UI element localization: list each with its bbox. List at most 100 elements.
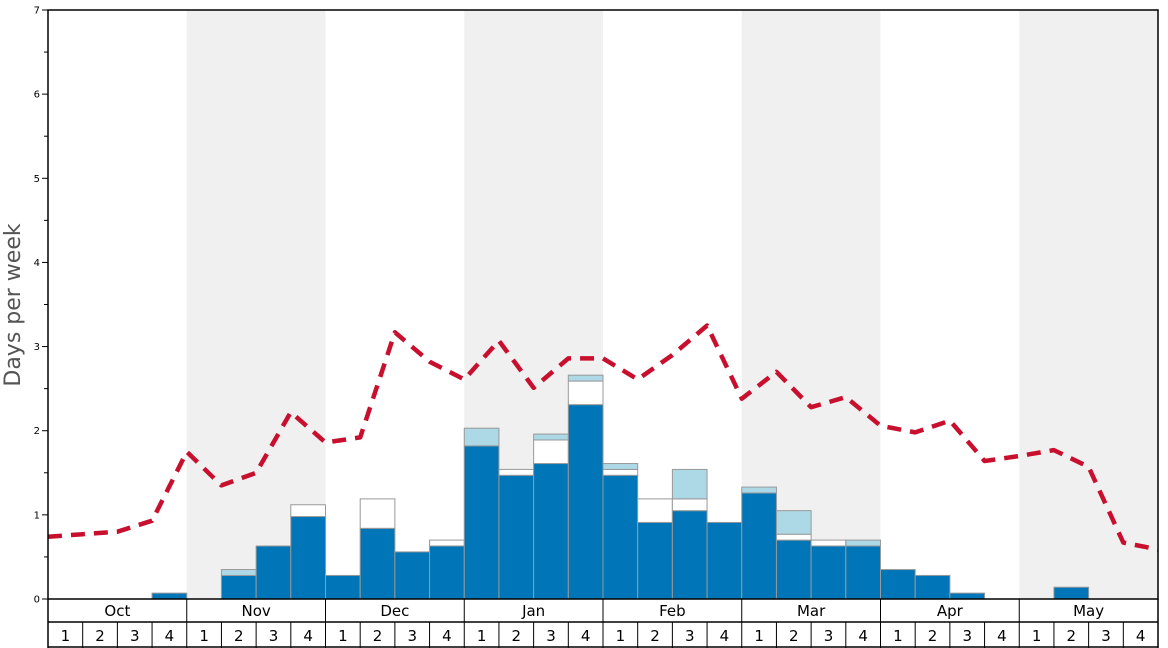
week-label: 1: [893, 627, 903, 645]
bar-week-22-series-2: [775, 533, 812, 541]
week-label: 1: [616, 627, 626, 645]
bar-week-19-series-1: [671, 510, 708, 600]
bar-week-12-series-1: [429, 545, 465, 600]
week-label: 4: [997, 627, 1007, 645]
bar-week-26-series-1: [914, 574, 951, 600]
week-label: 1: [338, 627, 348, 645]
month-label-jan: Jan: [521, 602, 545, 620]
week-label: 3: [407, 627, 417, 645]
y-tick-label: 6: [34, 90, 40, 101]
week-label: 3: [1101, 627, 1111, 645]
week-label: 2: [234, 627, 244, 645]
x-axis: Oct 1 2 3 4 Nov 1 2 3 4 Dec 1 2 3 4 Jan 1 2 3 4 Feb 1 2 3 4 Mar 1 2…: [47, 599, 1159, 648]
bar-week-23-series-2: [810, 539, 847, 547]
bar-week-15-series-3: [533, 433, 569, 441]
bar-week-13-series-1: [463, 445, 500, 600]
bar-week-16-series-2: [567, 380, 604, 406]
week-label: 1: [477, 627, 487, 645]
bar-week-6-series-1: [220, 574, 257, 600]
week-label: 2: [95, 627, 105, 645]
week-label: 1: [199, 627, 209, 645]
week-label: 3: [269, 627, 279, 645]
bar-week-17-series-2: [602, 468, 639, 476]
week-label: 2: [373, 627, 383, 645]
month-shade-nov: [186, 10, 326, 599]
bar-week-22-series-1: [775, 539, 812, 600]
bar-week-19-series-3: [671, 468, 708, 500]
bar-week-19-series-2: [671, 498, 708, 512]
bar-week-24-series-1: [845, 545, 881, 600]
month-shading: [186, 10, 1158, 599]
bar-week-17-series-3: [602, 463, 639, 470]
week-label: 3: [962, 627, 972, 645]
bar-week-14-series-2: [498, 468, 535, 476]
week-label: 4: [1136, 627, 1146, 645]
bar-week-4-series-1: [151, 592, 188, 600]
y-axis-title: Days per week: [1, 223, 26, 386]
bar-week-8-series-2: [290, 504, 326, 518]
bar-week-17-series-1: [602, 474, 639, 600]
y-tick-label: 1: [34, 510, 40, 521]
y-axis: 0 1 2 3 4 5 6 7: [34, 6, 48, 606]
bar-week-15-series-2: [533, 439, 569, 465]
week-label: 4: [165, 627, 175, 645]
bar-week-13-series-3: [463, 427, 500, 447]
bar-week-9-series-1: [325, 574, 361, 600]
bar-week-10-series-2: [359, 498, 396, 529]
week-label: 2: [1067, 627, 1077, 645]
month-label-feb: Feb: [659, 602, 686, 620]
bar-week-7-series-1: [255, 545, 292, 600]
week-label: 3: [546, 627, 556, 645]
week-label: 4: [858, 627, 868, 645]
week-label: 3: [824, 627, 834, 645]
bar-week-18-series-1: [637, 521, 673, 600]
y-tick-label: 0: [34, 595, 40, 606]
week-label: 2: [512, 627, 522, 645]
week-label: 1: [61, 627, 71, 645]
week-label: 4: [442, 627, 452, 645]
bar-week-15-series-1: [533, 463, 569, 600]
bar-week-16-series-3: [567, 374, 604, 382]
week-label: 1: [1032, 627, 1042, 645]
bar-week-27-series-1: [949, 592, 986, 600]
week-label: 4: [720, 627, 730, 645]
bar-week-10-series-1: [359, 527, 396, 600]
bar-week-22-series-3: [775, 510, 812, 535]
bar-week-30-series-1: [1053, 586, 1090, 600]
average-line: [47, 323, 1159, 552]
plot-frame: [47, 9, 1159, 600]
month-label-mar: Mar: [797, 602, 826, 620]
bar-week-21-series-1: [741, 492, 777, 600]
bar-week-12-series-2: [429, 539, 465, 547]
bar-week-21-series-3: [741, 486, 777, 494]
bar-week-6-series-3: [220, 569, 257, 576]
y-tick-label: 7: [34, 6, 40, 17]
month-label-nov: Nov: [241, 602, 270, 620]
bar-week-8-series-1: [290, 516, 326, 600]
month-label-oct: Oct: [104, 602, 130, 620]
y-tick-label: 5: [34, 174, 40, 185]
week-label: 2: [789, 627, 799, 645]
average-line-group: [47, 323, 1159, 552]
bar-week-16-series-1: [567, 404, 604, 600]
week-label: 2: [650, 627, 660, 645]
week-label: 4: [581, 627, 591, 645]
bar-group: [151, 374, 1090, 600]
y-tick-label: 2: [34, 426, 40, 437]
week-label: 3: [130, 627, 140, 645]
y-tick-label: 4: [34, 258, 40, 269]
week-label: 3: [685, 627, 695, 645]
bar-week-11-series-1: [394, 551, 431, 600]
bar-week-24-series-3: [845, 539, 881, 547]
bar-week-23-series-1: [810, 545, 847, 600]
month-label-may: May: [1073, 602, 1104, 620]
bar-week-18-series-2: [637, 498, 673, 523]
bar-week-20-series-1: [706, 521, 743, 600]
month-shade-may: [1019, 10, 1158, 599]
week-label: 2: [928, 627, 938, 645]
month-label-apr: Apr: [937, 602, 964, 620]
week-label: 1: [754, 627, 764, 645]
week-label: 4: [303, 627, 313, 645]
bar-week-25-series-1: [880, 569, 916, 600]
